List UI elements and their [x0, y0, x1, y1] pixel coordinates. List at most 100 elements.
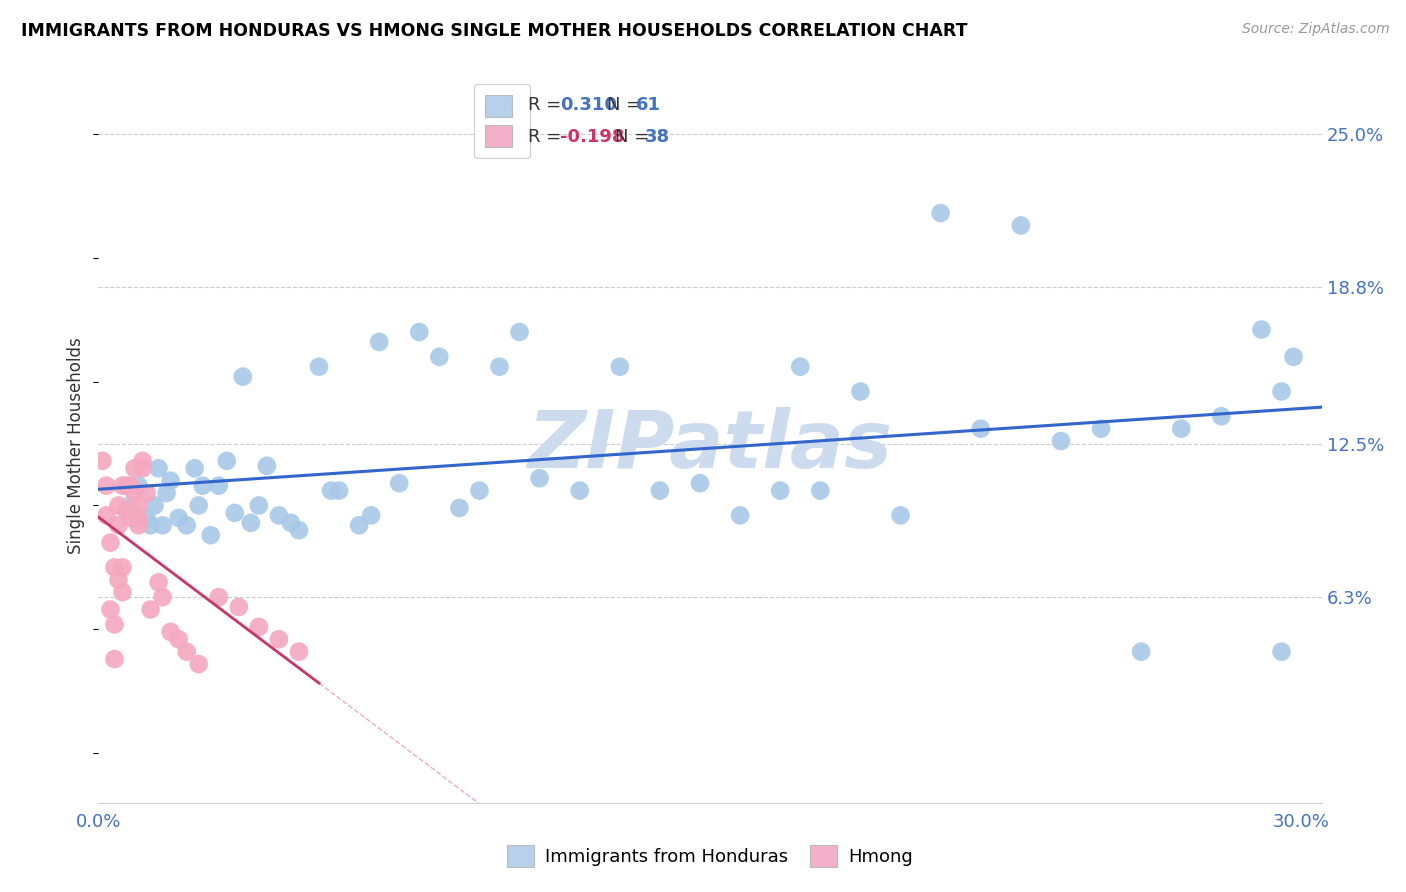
Point — [131, 454, 153, 468]
Point — [96, 508, 118, 523]
Point — [970, 422, 993, 436]
Point — [111, 560, 134, 574]
Point — [107, 518, 129, 533]
Point — [267, 632, 290, 647]
Point — [200, 528, 222, 542]
Point — [215, 454, 238, 468]
Point — [1050, 434, 1073, 448]
Point — [208, 478, 231, 492]
Point — [128, 511, 150, 525]
Point — [148, 575, 170, 590]
Point — [368, 334, 391, 349]
Point — [159, 624, 181, 639]
Point — [360, 508, 382, 523]
Text: 0.310: 0.310 — [560, 95, 617, 113]
Y-axis label: Single Mother Households: Single Mother Households — [67, 338, 86, 554]
Point — [135, 511, 157, 525]
Text: R =: R = — [527, 128, 567, 146]
Point — [568, 483, 591, 498]
Point — [224, 506, 246, 520]
Point — [769, 483, 792, 498]
Text: N =: N = — [606, 95, 647, 113]
Point — [135, 486, 157, 500]
Point — [143, 499, 166, 513]
Point — [849, 384, 872, 399]
Point — [280, 516, 302, 530]
Point — [1270, 645, 1292, 659]
Point — [288, 523, 311, 537]
Text: Source: ZipAtlas.com: Source: ZipAtlas.com — [1241, 22, 1389, 37]
Point — [256, 458, 278, 473]
Point — [689, 476, 711, 491]
Point — [1170, 422, 1192, 436]
Point — [176, 518, 198, 533]
Point — [228, 600, 250, 615]
Point — [1211, 409, 1233, 424]
Point — [808, 483, 831, 498]
Point — [115, 478, 138, 492]
Point — [1130, 645, 1153, 659]
Text: 61: 61 — [636, 95, 661, 113]
Point — [128, 478, 150, 492]
Point — [247, 620, 270, 634]
Point — [509, 325, 531, 339]
Point — [167, 511, 190, 525]
Point — [319, 483, 342, 498]
Point — [388, 476, 411, 491]
Point — [139, 602, 162, 616]
Point — [120, 478, 142, 492]
Point — [929, 206, 952, 220]
Point — [128, 499, 150, 513]
Point — [1250, 322, 1272, 336]
Point — [1270, 384, 1292, 399]
Text: ZIPatlas: ZIPatlas — [527, 407, 893, 485]
Point — [103, 652, 125, 666]
Text: N =: N = — [614, 128, 655, 146]
Point — [529, 471, 551, 485]
Point — [103, 560, 125, 574]
Point — [103, 617, 125, 632]
Point — [120, 499, 142, 513]
Point — [191, 478, 214, 492]
Point — [1090, 422, 1112, 436]
Point — [648, 483, 671, 498]
Point — [347, 518, 370, 533]
Point — [148, 461, 170, 475]
Point — [488, 359, 510, 374]
Legend: Immigrants from Honduras, Hmong: Immigrants from Honduras, Hmong — [498, 836, 922, 876]
Point — [128, 518, 150, 533]
Point — [187, 657, 209, 671]
Point — [789, 359, 811, 374]
Point — [111, 585, 134, 599]
Point — [239, 516, 262, 530]
Point — [1282, 350, 1305, 364]
Point — [609, 359, 631, 374]
Point — [267, 508, 290, 523]
Point — [247, 499, 270, 513]
Point — [1010, 219, 1032, 233]
Point — [131, 461, 153, 475]
Point — [124, 461, 146, 475]
Text: 38: 38 — [644, 128, 669, 146]
Text: R =: R = — [527, 95, 567, 113]
Point — [187, 499, 209, 513]
Point — [107, 499, 129, 513]
Text: -0.198: -0.198 — [560, 128, 624, 146]
Point — [728, 508, 751, 523]
Point — [176, 645, 198, 659]
Point — [115, 503, 138, 517]
Text: IMMIGRANTS FROM HONDURAS VS HMONG SINGLE MOTHER HOUSEHOLDS CORRELATION CHART: IMMIGRANTS FROM HONDURAS VS HMONG SINGLE… — [21, 22, 967, 40]
Point — [167, 632, 190, 647]
Point — [159, 474, 181, 488]
Point — [152, 590, 174, 604]
Point — [288, 645, 311, 659]
Point — [124, 486, 146, 500]
Point — [408, 325, 430, 339]
Point — [889, 508, 911, 523]
Point — [152, 518, 174, 533]
Point — [91, 454, 114, 468]
Point — [96, 478, 118, 492]
Point — [468, 483, 491, 498]
Point — [107, 573, 129, 587]
Point — [328, 483, 350, 498]
